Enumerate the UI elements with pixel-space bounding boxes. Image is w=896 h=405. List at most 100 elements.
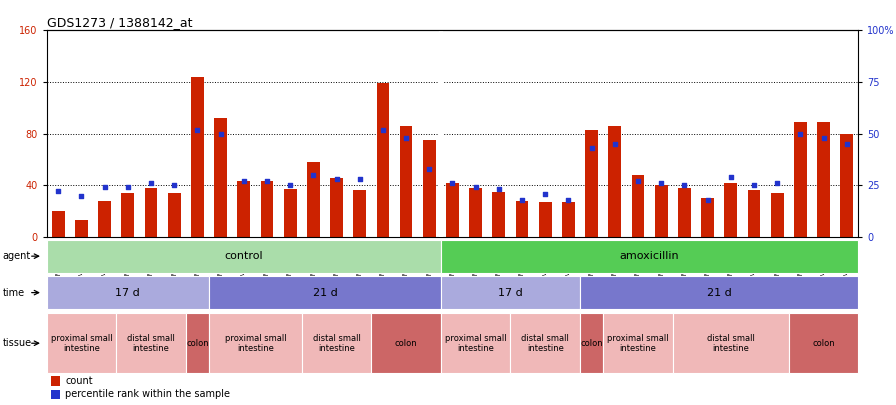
Bar: [121, 193, 134, 237]
Text: colon: colon: [395, 339, 418, 348]
Bar: [209, 276, 441, 309]
Text: 17 d: 17 d: [498, 288, 523, 298]
Point: [816, 134, 831, 141]
Bar: [603, 313, 673, 373]
Bar: [116, 313, 185, 373]
Bar: [725, 183, 737, 237]
Text: amoxicillin: amoxicillin: [620, 251, 679, 261]
Bar: [673, 313, 788, 373]
Bar: [470, 188, 482, 237]
Text: count: count: [65, 376, 93, 386]
Bar: [585, 130, 598, 237]
Point: [793, 130, 807, 137]
Point: [770, 180, 784, 186]
Bar: [376, 83, 389, 237]
Bar: [794, 122, 806, 237]
Bar: [47, 276, 209, 309]
Bar: [441, 276, 580, 309]
Text: colon: colon: [581, 339, 603, 348]
Bar: [47, 240, 441, 273]
Bar: [632, 175, 644, 237]
Bar: [580, 313, 603, 373]
Point: [237, 178, 251, 184]
Point: [422, 166, 436, 172]
Point: [469, 184, 483, 191]
Bar: [51, 377, 60, 386]
Point: [607, 141, 622, 147]
Bar: [52, 211, 65, 237]
Bar: [678, 188, 691, 237]
Point: [306, 172, 321, 178]
Bar: [209, 313, 302, 373]
Bar: [51, 390, 60, 399]
Point: [51, 188, 65, 195]
Bar: [840, 134, 853, 237]
Text: distal small
intestine: distal small intestine: [521, 334, 569, 353]
Text: tissue: tissue: [3, 338, 31, 348]
Bar: [99, 201, 111, 237]
Point: [121, 184, 135, 191]
Point: [724, 174, 738, 180]
Text: proximal small
intestine: proximal small intestine: [225, 334, 286, 353]
Text: distal small
intestine: distal small intestine: [707, 334, 754, 353]
Point: [677, 182, 692, 188]
Text: 21 d: 21 d: [313, 288, 337, 298]
Bar: [302, 313, 371, 373]
Bar: [771, 193, 784, 237]
Point: [492, 186, 506, 193]
Bar: [185, 313, 209, 373]
Point: [283, 182, 297, 188]
Bar: [493, 192, 505, 237]
Bar: [237, 181, 250, 237]
Point: [74, 192, 89, 199]
Bar: [284, 189, 297, 237]
Point: [538, 190, 553, 197]
Bar: [371, 313, 441, 373]
Bar: [817, 122, 830, 237]
Text: colon: colon: [813, 339, 835, 348]
Point: [584, 145, 599, 151]
Text: 21 d: 21 d: [707, 288, 731, 298]
Text: distal small
intestine: distal small intestine: [127, 334, 175, 353]
Bar: [353, 190, 366, 237]
Text: proximal small
intestine: proximal small intestine: [607, 334, 668, 353]
Bar: [446, 183, 459, 237]
Bar: [702, 198, 714, 237]
Point: [701, 196, 715, 203]
Point: [330, 176, 344, 182]
Bar: [47, 313, 116, 373]
Text: proximal small
intestine: proximal small intestine: [50, 334, 112, 353]
Text: time: time: [3, 288, 24, 298]
Text: control: control: [224, 251, 263, 261]
Point: [445, 180, 460, 186]
Bar: [441, 240, 858, 273]
Text: 17 d: 17 d: [116, 288, 140, 298]
Bar: [788, 313, 858, 373]
Point: [190, 126, 204, 133]
Bar: [608, 126, 621, 237]
Text: distal small
intestine: distal small intestine: [313, 334, 360, 353]
Point: [561, 196, 575, 203]
Point: [840, 141, 854, 147]
Bar: [261, 181, 273, 237]
Text: GDS1273 / 1388142_at: GDS1273 / 1388142_at: [47, 16, 192, 29]
Bar: [214, 118, 227, 237]
Text: colon: colon: [186, 339, 209, 348]
Point: [143, 180, 158, 186]
Bar: [538, 202, 552, 237]
Bar: [516, 201, 529, 237]
Bar: [307, 162, 320, 237]
Point: [167, 182, 181, 188]
Point: [352, 176, 366, 182]
Bar: [75, 220, 88, 237]
Text: agent: agent: [3, 251, 30, 261]
Text: proximal small
intestine: proximal small intestine: [444, 334, 506, 353]
Bar: [655, 185, 668, 237]
Bar: [191, 77, 203, 237]
Point: [98, 184, 112, 191]
Point: [213, 130, 228, 137]
Bar: [511, 313, 580, 373]
Point: [631, 178, 645, 184]
Bar: [580, 276, 858, 309]
Bar: [144, 188, 158, 237]
